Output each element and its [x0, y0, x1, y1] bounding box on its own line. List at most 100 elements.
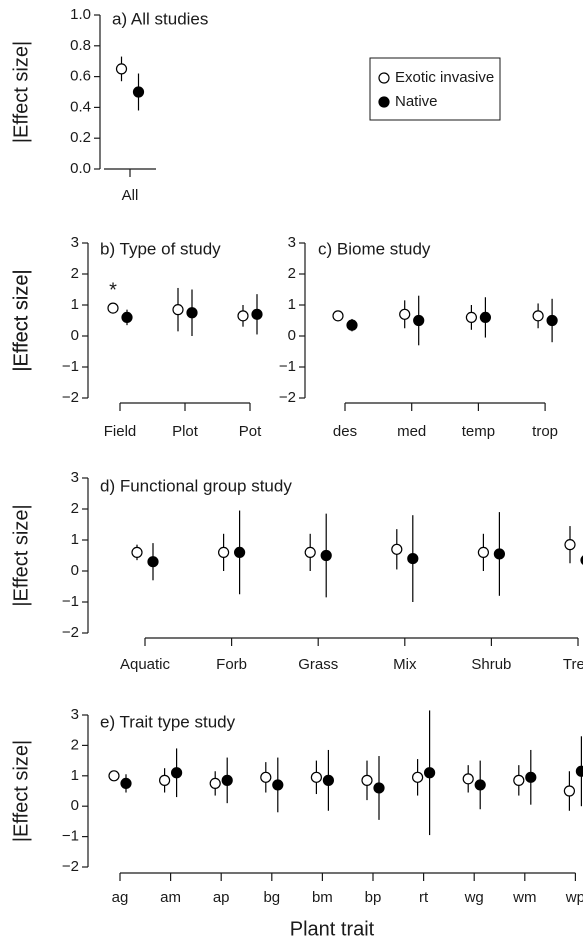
- point: [474, 779, 486, 791]
- y-tick-label: 1: [71, 767, 79, 784]
- point: [131, 546, 143, 559]
- point: [346, 319, 358, 331]
- panel-title: c) Biome study: [318, 239, 431, 258]
- y-axis-label: |Effect size|: [10, 269, 32, 371]
- point: [412, 771, 424, 783]
- y-tick-label: 2: [71, 500, 79, 517]
- point: [172, 304, 184, 316]
- y-tick-label: 1: [71, 296, 79, 313]
- point: [132, 86, 145, 98]
- y-tick-label: 0: [71, 327, 79, 344]
- point: [532, 310, 544, 322]
- legend-marker: [378, 72, 390, 84]
- x-axis-label: Plant trait: [290, 918, 375, 940]
- panel-title: a) All studies: [112, 9, 208, 28]
- point: [159, 774, 171, 786]
- x-tick-label: wm: [512, 889, 536, 906]
- x-tick-label: wp: [565, 889, 583, 906]
- point: [107, 302, 119, 314]
- x-tick-label: am: [160, 889, 181, 906]
- point: [575, 765, 583, 777]
- point: [115, 63, 128, 75]
- legend-marker: [378, 96, 390, 108]
- y-tick-label: 2: [288, 265, 296, 282]
- point: [322, 774, 334, 786]
- point: [147, 556, 159, 568]
- point: [272, 779, 284, 791]
- point: [546, 314, 558, 327]
- point: [260, 771, 272, 783]
- y-tick-label: 1: [71, 531, 79, 548]
- x-tick-label: ap: [213, 889, 230, 906]
- y-tick-label: 0: [71, 562, 79, 579]
- y-tick-label: 3: [71, 469, 79, 486]
- point: [564, 539, 576, 551]
- y-tick-label: −1: [62, 828, 79, 845]
- y-tick-label: 0.4: [70, 98, 91, 115]
- panel-title: b) Type of study: [100, 239, 221, 258]
- y-tick-label: −1: [62, 593, 79, 610]
- y-tick-label: 0.6: [70, 68, 91, 85]
- point: [332, 310, 344, 322]
- y-tick-label: −2: [279, 389, 296, 406]
- y-tick-label: −2: [62, 389, 79, 406]
- point: [373, 782, 385, 794]
- point: [399, 308, 411, 320]
- legend-label: Exotic invasive: [395, 69, 494, 86]
- x-tick-label: des: [333, 423, 357, 440]
- legend-box: [369, 57, 501, 121]
- x-tick-label: Shrub: [471, 656, 511, 673]
- x-tick-label: Pot: [239, 423, 262, 440]
- point: [465, 311, 477, 323]
- y-tick-label: 0: [288, 327, 296, 344]
- y-axis-label: |Effect size|: [10, 269, 32, 371]
- point: [120, 777, 132, 790]
- point: [563, 785, 576, 797]
- point: [513, 774, 525, 786]
- point: [479, 311, 491, 323]
- x-tick-label: Forb: [216, 656, 247, 673]
- y-tick-label: −1: [62, 358, 79, 375]
- y-tick-label: 2: [71, 265, 79, 282]
- y-tick-label: 0.8: [70, 37, 91, 54]
- y-tick-label: 0.2: [70, 129, 91, 146]
- point: [171, 767, 183, 779]
- point: [391, 543, 403, 555]
- x-tick-label: All: [122, 187, 139, 204]
- point: [251, 308, 263, 320]
- x-tick-label: Mix: [393, 656, 417, 673]
- point: [477, 546, 489, 559]
- point: [186, 307, 198, 319]
- point: [234, 546, 246, 559]
- y-tick-label: 3: [288, 234, 296, 251]
- x-tick-label: Plot: [172, 423, 199, 440]
- legend-label: Native: [395, 93, 438, 110]
- y-tick-label: 1: [288, 296, 296, 313]
- y-tick-label: 2: [71, 736, 79, 753]
- x-tick-label: Grass: [298, 656, 338, 673]
- y-tick-label: −2: [62, 858, 79, 875]
- point: [493, 548, 505, 560]
- x-tick-label: med: [397, 423, 426, 440]
- point: [407, 552, 419, 565]
- x-tick-label: bm: [312, 889, 333, 906]
- panel-title: e) Trait type study: [100, 712, 236, 731]
- x-tick-label: trop: [532, 423, 558, 440]
- point: [361, 774, 373, 786]
- panel-title: d) Functional group study: [100, 476, 292, 495]
- y-axis-label: |Effect size|: [10, 41, 32, 143]
- x-tick-label: wg: [464, 889, 484, 906]
- point: [525, 771, 537, 783]
- y-tick-label: 0: [71, 797, 79, 814]
- point: [310, 771, 322, 783]
- point: [424, 767, 436, 779]
- point: [221, 774, 233, 786]
- annotation: *: [109, 279, 117, 301]
- x-tick-label: Field: [104, 423, 137, 440]
- x-tick-label: temp: [462, 423, 495, 440]
- y-tick-label: 0.0: [70, 160, 91, 177]
- x-tick-label: ag: [112, 889, 129, 906]
- point: [209, 777, 221, 790]
